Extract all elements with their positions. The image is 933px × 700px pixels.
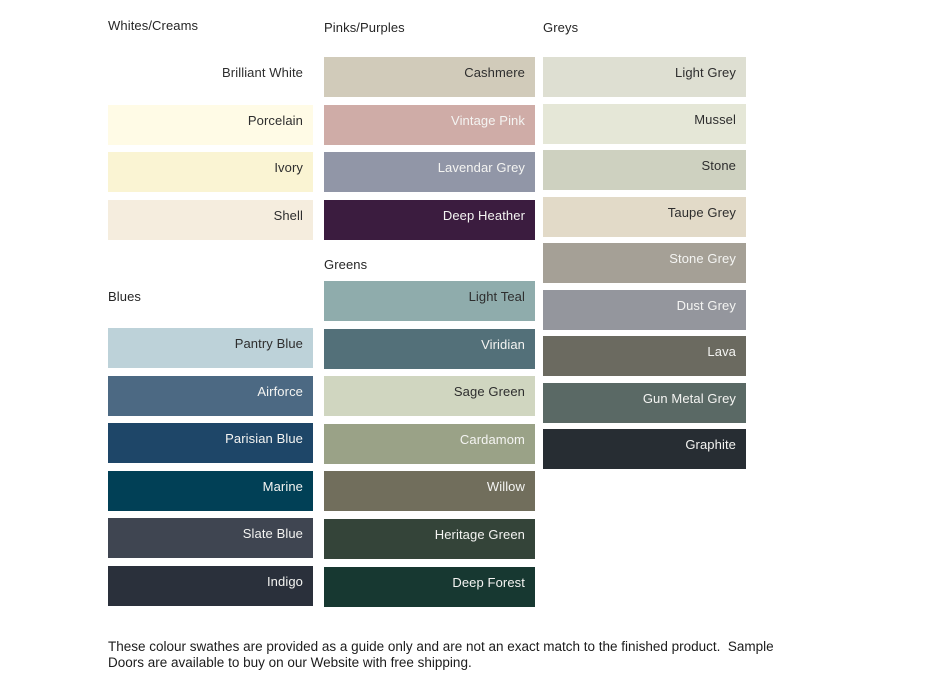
- swatch-label: Graphite: [685, 437, 736, 452]
- swatch-indigo: Indigo: [108, 565, 313, 606]
- swatch-sage-green: Sage Green: [324, 376, 535, 417]
- swatch-brilliant-white: Brilliant White: [108, 57, 313, 97]
- swatch-heritage-green: Heritage Green: [324, 518, 535, 559]
- swatch-label: Stone: [701, 158, 736, 173]
- swatch-label: Pantry Blue: [234, 336, 303, 351]
- swatch-label: Deep Heather: [442, 207, 525, 223]
- swatch-label: Viridian: [481, 336, 525, 352]
- swatch-label: Shell: [273, 207, 303, 223]
- swatch-label: Indigo: [266, 573, 303, 589]
- swatch-label: Dust Grey: [676, 297, 736, 313]
- swatch-lava: Lava: [543, 336, 746, 376]
- swatch-stone: Stone: [543, 150, 746, 190]
- swatch-ivory: Ivory: [108, 152, 313, 192]
- section-blues: Blues Pantry Blue Airforce Parisian Blue Ma…: [108, 290, 313, 606]
- disclaimer-text: These colour swathes are provided as a g…: [108, 639, 798, 670]
- swatch-gun-metal-grey: Gun Metal Grey: [543, 382, 746, 423]
- swatch-stone-grey: Stone Grey: [543, 243, 746, 283]
- swatch-willow: Willow: [324, 471, 535, 512]
- swatch-list-greens: Light Teal Viridian Sage Green Cardamom Will…: [324, 281, 535, 607]
- swatch-marine: Marine: [108, 470, 313, 511]
- section-greens: Greens Light Teal Viridian Sage Green Carda…: [324, 258, 535, 607]
- swatch-porcelain: Porcelain: [108, 104, 313, 145]
- swatch-label: Willow: [486, 479, 525, 495]
- swatch-label: Marine: [262, 478, 303, 494]
- section-title-blues: Blues: [108, 289, 142, 304]
- swatch-dust-grey: Dust Grey: [543, 289, 746, 330]
- swatch-list-pinks-purples: Cashmere Vintage Pink Lavendar Grey Deep He…: [324, 57, 535, 240]
- disclaimer-line-1: These colour swathes are provided as a g…: [108, 639, 774, 654]
- swatch-label: Lavendar Grey: [437, 160, 525, 175]
- swatch-pantry-blue: Pantry Blue: [108, 328, 313, 368]
- swatch-viridian: Viridian: [324, 328, 535, 369]
- swatch-cardamom: Cardamom: [324, 423, 535, 464]
- swatch-light-grey: Light Grey: [543, 57, 746, 97]
- swatch-label: Cardamom: [459, 431, 525, 447]
- swatch-taupe-grey: Taupe Grey: [543, 196, 746, 237]
- swatch-label: Vintage Pink: [451, 112, 525, 128]
- section-pinks-purples: Pinks/Purples Cashmere Vintage Pink Lavend…: [324, 21, 535, 240]
- swatch-list-blues: Pantry Blue Airforce Parisian Blue Marine Sl…: [108, 328, 313, 606]
- swatch-shell: Shell: [108, 199, 313, 240]
- section-title-whites-creams: Whites/Creams: [108, 18, 199, 33]
- swatch-label: Heritage Green: [434, 526, 525, 542]
- swatch-graphite: Graphite: [543, 429, 746, 469]
- swatch-deep-heather: Deep Heather: [324, 199, 535, 240]
- section-whites-creams: Whites/Creams Brilliant White Porcelain Iv…: [108, 19, 313, 240]
- swatch-label: Sage Green: [453, 384, 525, 400]
- swatch-light-teal: Light Teal: [324, 281, 535, 321]
- swatch-label: Taupe Grey: [667, 204, 736, 220]
- swatch-label: Deep Forest: [452, 574, 525, 590]
- swatch-cashmere: Cashmere: [324, 57, 535, 97]
- section-title-greens: Greens: [324, 257, 368, 272]
- section-greys: Greys Light Grey Mussel Stone Taupe Grey Sto…: [543, 21, 746, 469]
- swatch-list-whites-creams: Brilliant White Porcelain Ivory Shell: [108, 57, 313, 240]
- swatch-label: Slate Blue: [242, 526, 303, 541]
- swatch-mussel: Mussel: [543, 103, 746, 144]
- swatch-label: Parisian Blue: [225, 431, 303, 446]
- swatch-label: Cashmere: [464, 65, 525, 80]
- swatch-label: Stone Grey: [669, 251, 736, 266]
- swatch-deep-forest: Deep Forest: [324, 566, 535, 607]
- swatch-label: Brilliant White: [222, 65, 303, 80]
- swatch-label: Airforce: [257, 383, 303, 399]
- swatch-label: Lava: [707, 344, 736, 359]
- section-title-pinks-purples: Pinks/Purples: [324, 20, 405, 35]
- swatch-label: Mussel: [694, 111, 736, 127]
- swatch-list-greys: Light Grey Mussel Stone Taupe Grey Stone Gre…: [543, 57, 746, 469]
- swatch-label: Porcelain: [247, 112, 303, 128]
- swatch-label: Light Grey: [675, 65, 736, 80]
- swatch-parisian-blue: Parisian Blue: [108, 423, 313, 463]
- section-title-greys: Greys: [543, 20, 579, 35]
- swatch-label: Gun Metal Grey: [642, 390, 736, 406]
- swatch-airforce: Airforce: [108, 375, 313, 416]
- swatch-label: Ivory: [274, 160, 303, 175]
- swatch-slate-blue: Slate Blue: [108, 518, 313, 558]
- swatch-label: Light Teal: [468, 289, 525, 304]
- disclaimer-line-2: Doors are available to buy on our Websit…: [108, 654, 472, 670]
- swatch-vintage-pink: Vintage Pink: [324, 104, 535, 145]
- swatch-lavendar-grey: Lavendar Grey: [324, 152, 535, 192]
